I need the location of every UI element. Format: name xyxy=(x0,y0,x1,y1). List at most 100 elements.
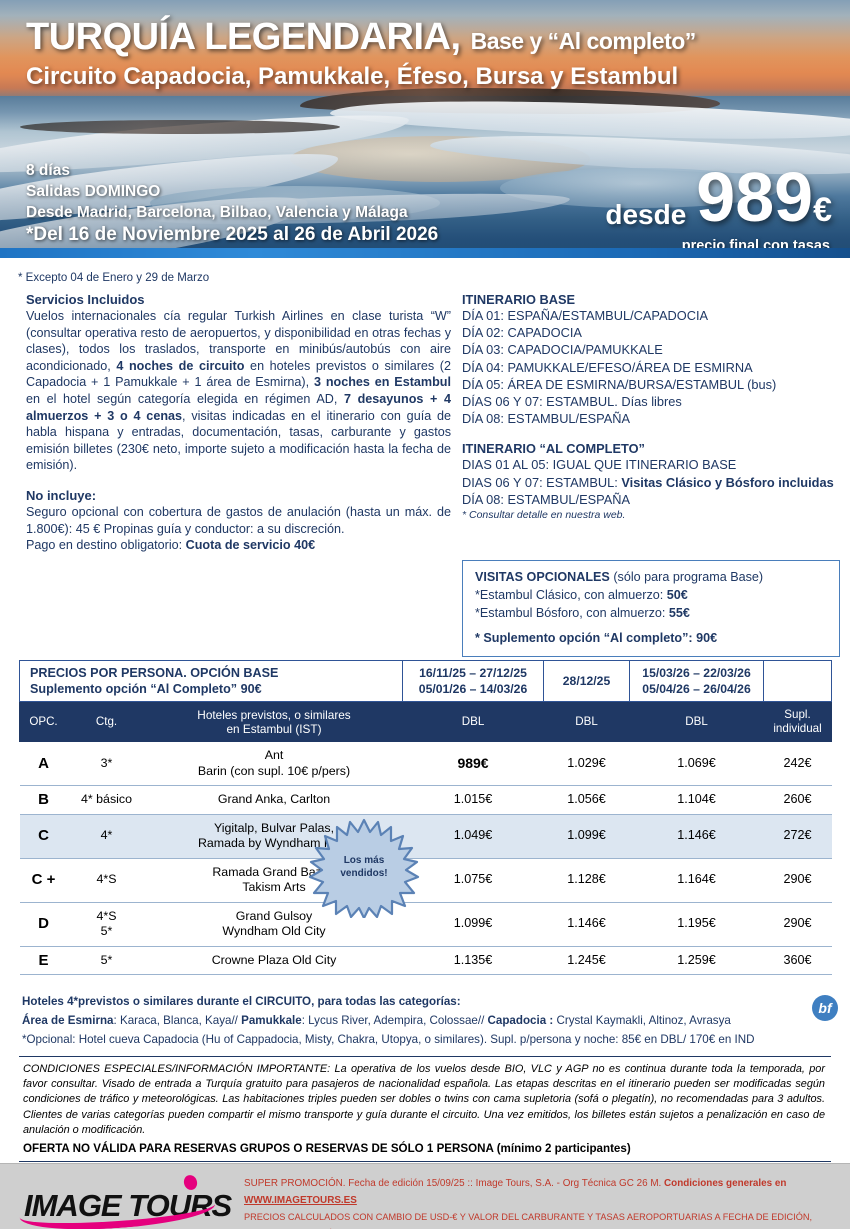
itinerary-full-line-2: DIAS 06 Y 07: ESTAMBUL: Visitas Clásico … xyxy=(462,474,840,491)
hotels-esmirna-list: : Karaca, Blanca, Kaya// xyxy=(113,1014,242,1027)
row-hotels: Ramada Grand Bazar, Takism Arts xyxy=(145,858,403,903)
table-row[interactable]: E 5* Crowne Plaza Old City 1.135€ 1.245€… xyxy=(19,946,832,975)
table-row[interactable]: C 4* Yigitalp, Bulvar Palas, Ramada by W… xyxy=(19,814,832,859)
hero-title: TURQUÍA LEGENDARIA, Base y “Al completo” xyxy=(26,16,696,59)
price-table-title-line-2: Suplemento opción “Al Completo” 90€ xyxy=(30,682,262,696)
hero-overlay-tint xyxy=(0,0,850,258)
row-price-3: 1.104€ xyxy=(629,785,764,815)
hero-price-block: desde 989€ xyxy=(605,162,832,241)
bf-logo-icon: bf xyxy=(812,995,838,1021)
subheader-hotels: Hoteles previstos, o similares en Estamb… xyxy=(144,701,404,742)
subheader-hotels-line-1: Hoteles previstos, o similares xyxy=(197,708,351,722)
row-hotel-line-2: Ramada by Wyndham Pera xyxy=(197,836,351,850)
price-table-date-col-1: 16/11/25 – 27/12/25 05/01/26 – 14/03/26 xyxy=(402,660,545,702)
hotels-pamukkale-list: : Lycus River, Adempira, Colossae// xyxy=(301,1014,488,1027)
price-table-date-col-4-empty xyxy=(763,660,833,702)
row-supl-individual: 272€ xyxy=(763,814,832,859)
date-col-3-line-2: 05/04/26 – 26/04/26 xyxy=(642,682,751,696)
not-included-paragraph-1: Seguro opcional con cobertura de gastos … xyxy=(26,504,451,536)
cave-hotel-option: *Opcional: Hotel cueva Capadocia (Hu of … xyxy=(22,1033,755,1046)
hero-days: 8 días xyxy=(26,162,70,179)
price-table-date-col-3: 15/03/26 – 22/03/26 05/04/26 – 26/04/26 xyxy=(629,660,765,702)
row-opc: A xyxy=(19,742,68,786)
row-price-3: 1.164€ xyxy=(629,858,764,903)
included-b1: 4 noches de circuito xyxy=(116,358,245,373)
hero-banner: TURQUÍA LEGENDARIA, Base y “Al completo”… xyxy=(0,0,850,258)
row-ctg: 4* básico xyxy=(67,785,146,815)
row-hotels: Yigitalp, Bulvar Palas, Ramada by Wyndha… xyxy=(145,814,403,859)
subheader-supl-individual: Supl. individual xyxy=(763,701,833,742)
row-price-2: 1.128€ xyxy=(543,858,630,903)
optional-visit-classic-price: 50€ xyxy=(666,588,688,602)
row-price-2: 1.099€ xyxy=(543,814,630,859)
included-p2: en hoteles previstos o similares (2 Capa… xyxy=(26,358,451,390)
row-supl-individual: 260€ xyxy=(763,785,832,815)
itinerary-full-line-3: DÍA 08: ESTAMBUL/ESPAÑA xyxy=(462,491,631,507)
optional-visit-classic: *Estambul Clásico, con almuerzo: 50€ xyxy=(475,586,829,604)
row-opc: E xyxy=(19,946,68,975)
row-ctg: 4* xyxy=(67,814,146,859)
special-conditions-text: CONDICIONES ESPECIALES/INFORMACIÓN IMPOR… xyxy=(23,1062,825,1138)
row-hotel-line-1: Crowne Plaza Old City xyxy=(211,952,337,967)
price-table-subheader: OPC. Ctg. Hoteles previstos, o similares… xyxy=(19,701,833,742)
hero-subtitle: Circuito Capadocia, Pamukkale, Éfeso, Bu… xyxy=(26,63,679,90)
itinerary-base-day-3: DÍA 03: CAPADOCIA/PAMUKKALE xyxy=(462,342,663,358)
row-price-1: 1.135€ xyxy=(402,946,544,975)
included-p3: en el hotel según categoría elegida en r… xyxy=(26,391,344,406)
optional-visits-title-rest: (sólo para programa Base) xyxy=(609,570,764,584)
row-price-3: 1.146€ xyxy=(629,814,764,859)
footer-website-link[interactable]: WWW.IMAGETOURS.ES xyxy=(244,1194,357,1206)
row-ctg-line-2: 5* xyxy=(100,924,113,938)
table-row[interactable]: A 3* Ant Barin (con supl. 10€ p/pers) 98… xyxy=(19,742,832,786)
hero-price-currency: € xyxy=(813,191,832,229)
footer-line-2: PRECIOS CALCULADOS CON CAMBIO DE USD-€ Y… xyxy=(244,1212,813,1229)
price-table-header-dates: PRECIOS POR PERSONA. OPCIÓN BASE Supleme… xyxy=(18,660,833,702)
table-row[interactable]: B 4* básico Grand Anka, Carlton 1.015€ 1… xyxy=(19,785,832,815)
row-price-3: 1.069€ xyxy=(629,742,764,786)
circuit-hotels-title: Hoteles 4*previstos o similares durante … xyxy=(22,995,461,1008)
optional-visit-bosphorus-price: 55€ xyxy=(668,606,690,620)
itinerary-full-line-1: DIAS 01 AL 05: IGUAL QUE ITINERARIO BASE xyxy=(462,457,737,473)
included-b3: 7 desayunos + 4 almuerzos + 3 o 4 cenas xyxy=(26,391,451,423)
row-opc: C + xyxy=(19,858,68,903)
itinerary-base-day-8: DÍA 08: ESTAMBUL/ESPAÑA xyxy=(462,411,631,427)
row-hotel-line-2: Wyndham Old City xyxy=(222,924,326,938)
included-b2: 3 noches en Estambul xyxy=(313,375,451,390)
row-supl-individual: 290€ xyxy=(763,858,832,903)
table-row[interactable]: C + 4*S Ramada Grand Bazar, Takism Arts … xyxy=(19,858,832,903)
itinerary-full-line-2-bold: Visitas Clásico y Bósforo incluidas xyxy=(621,474,834,490)
hero-trip-info: 8 días Salidas DOMINGO Desde Madrid, Bar… xyxy=(26,160,438,245)
row-ctg: 4*S 5* xyxy=(67,902,146,947)
image-tours-logo-text: IMAGE TOURS xyxy=(24,1188,232,1223)
footer-legal-text: SUPER PROMOCIÓN. Fecha de edición 15/09/… xyxy=(244,1176,842,1229)
row-price-2: 1.029€ xyxy=(543,742,630,786)
page-footer: IMAGE TOURS SUPER PROMOCIÓN. Fecha de ed… xyxy=(0,1163,850,1229)
special-conditions-body: : La operativa de los vuelos desde BIO, … xyxy=(23,1063,825,1136)
itinerary-full-heading: ITINERARIO “AL COMPLETO” xyxy=(462,441,645,457)
footer-conditions-label: Condiciones generales en xyxy=(664,1178,787,1189)
included-heading: Servicios Incluidos xyxy=(26,292,145,307)
right-column: ITINERARIO BASE DÍA 01: ESPAÑA/ESTAMBUL/… xyxy=(462,292,840,521)
row-price-2: 1.245€ xyxy=(543,946,630,975)
subheader-dbl-3: DBL xyxy=(629,701,765,742)
hero-origins: Desde Madrid, Barcelona, Bilbao, Valenci… xyxy=(26,204,408,221)
hotels-esmirna-label: Área de Esmirna xyxy=(22,1014,114,1027)
table-row[interactable]: D 4*S 5* Grand Gulsoy Wyndham Old City 1… xyxy=(19,902,832,947)
row-hotel-line-2: Barin (con supl. 10€ p/pers) xyxy=(197,763,351,778)
subheader-supl-line-2: individual xyxy=(773,722,822,735)
hotels-capadocia-label: Capadocia : xyxy=(487,1014,554,1027)
row-hotel-line-1: Grand Gulsoy xyxy=(235,908,313,923)
optional-supplement-line: * Suplemento opción “Al completo”: 90€ xyxy=(475,631,718,645)
itinerary-base-day-4: DÍA 04: PAMUKKALE/EFESO/ÁREA DE ESMIRNA xyxy=(462,359,753,375)
itinerary-full-line-2-pre: DIAS 06 Y 07: ESTAMBUL: xyxy=(462,474,622,490)
row-hotel-line-1: Ramada Grand Bazar, xyxy=(212,864,336,879)
row-price-2: 1.056€ xyxy=(543,785,630,815)
offer-validity-note: OFERTA NO VÁLIDA PARA RESERVAS GRUPOS O … xyxy=(23,1142,631,1156)
subheader-dbl-2: DBL xyxy=(543,701,631,742)
row-ctg: 3* xyxy=(67,742,146,786)
hero-dates: *Del 16 de Noviembre 2025 al 26 de Abril… xyxy=(26,224,439,245)
price-table-title-cell: PRECIOS POR PERSONA. OPCIÓN BASE Supleme… xyxy=(18,660,404,702)
circuit-hotels-list: Área de Esmirna: Karaca, Blanca, Kaya// … xyxy=(22,1011,812,1030)
included-paragraph: Vuelos internacionales cía regular Turki… xyxy=(26,308,451,474)
itinerary-base-day-2: DÍA 02: CAPADOCIA xyxy=(462,325,582,341)
